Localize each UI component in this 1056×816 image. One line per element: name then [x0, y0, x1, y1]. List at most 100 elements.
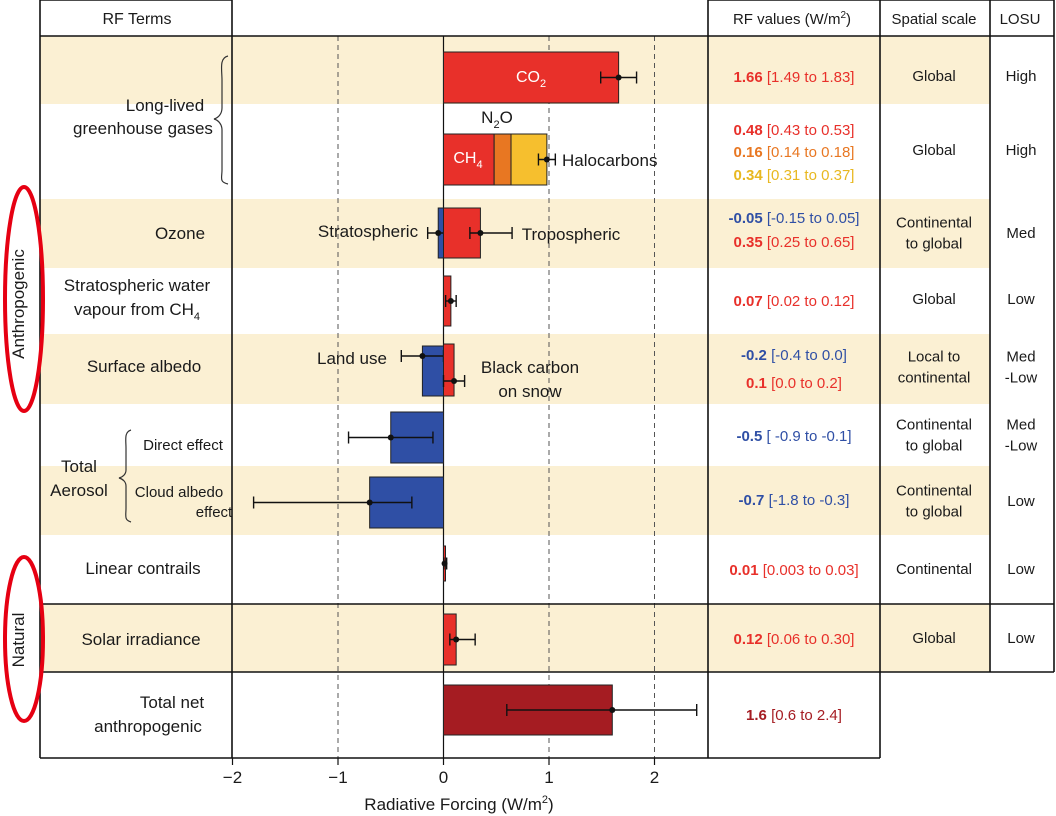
aerosol-label-line1: Total	[61, 457, 97, 476]
losu-value: Med	[1006, 349, 1035, 366]
row-label-direct-effect: Direct effect	[143, 437, 224, 454]
rf-value: 0.16 [0.14 to 0.18]	[734, 144, 855, 161]
losu-value: Low	[1007, 493, 1035, 510]
row-label-total-line1: Total net	[140, 693, 205, 712]
best-estimate-dot	[366, 499, 373, 506]
black-carbon-label-line1: Black carbon	[481, 358, 579, 377]
row-label-ozone: Ozone	[155, 224, 205, 243]
best-estimate-dot	[419, 353, 426, 359]
losu-value: High	[1006, 142, 1037, 159]
rf-value: 1.66 [1.49 to 1.83]	[734, 69, 855, 86]
bar-land-use	[421, 345, 444, 397]
losu-value: -Low	[1005, 438, 1038, 455]
tropospheric-ozone-label: Tropospheric	[522, 225, 621, 244]
best-estimate-dot	[615, 74, 622, 81]
bar-black-carbon-on-snow	[443, 343, 455, 397]
row-label-surface-albedo: Surface albedo	[87, 357, 201, 376]
rf-value: 0.35 [0.25 to 0.65]	[734, 234, 855, 251]
row-band	[40, 604, 990, 672]
row-band	[40, 466, 990, 535]
halocarbons-label: Halocarbons	[562, 151, 657, 170]
best-estimate-dot	[451, 378, 458, 384]
header-rf-values: RF values (W/m2)	[733, 10, 851, 28]
row-band	[40, 334, 990, 404]
spatial-scale-value: Continental	[896, 417, 972, 434]
rf-value: -0.2 [-0.4 to 0.0]	[741, 347, 847, 364]
black-carbon-label-line2: on snow	[498, 382, 562, 401]
chart-bars	[252, 51, 698, 736]
losu-column: High High Med Low Med -Low Med -Low Low Low Low	[1005, 68, 1038, 647]
spatial-scale-value: to global	[906, 504, 963, 521]
spatial-scale-value: Continental	[896, 561, 972, 578]
rf-value: 0.12 [0.06 to 0.30]	[734, 631, 855, 648]
x-axis: −2 −1 0 1 2	[223, 758, 659, 787]
rf-value: 0.34 [0.31 to 0.37]	[734, 167, 855, 184]
rf-value: 0.07 [0.02 to 0.12]	[734, 293, 855, 310]
header-spatial-scale: Spatial scale	[891, 11, 976, 28]
rf-value: -0.7 [-1.8 to -0.3]	[739, 492, 850, 509]
llghg-label-line2: greenhouse gases	[73, 119, 213, 138]
best-estimate-dot	[447, 298, 454, 304]
spatial-scale-value: to global	[906, 438, 963, 455]
natural-label: Natural	[9, 613, 28, 668]
spatial-scale-value: Global	[912, 142, 955, 159]
row-label-total-line2: anthropogenic	[94, 717, 202, 736]
x-axis-title: Radiative Forcing (W/m2)	[364, 794, 553, 814]
row-label-contrails: Linear contrails	[85, 559, 200, 578]
table-frame	[39, 0, 1055, 759]
aerosol-label-line2: Aerosol	[50, 481, 108, 500]
spatial-scale-value: Continental	[896, 483, 972, 500]
rf-value: 0.48 [0.43 to 0.53]	[734, 122, 855, 139]
row-label-strat-water-line1: Stratospheric water	[64, 276, 211, 295]
header-losu: LOSU	[1000, 11, 1041, 28]
row-label-solar: Solar irradiance	[81, 630, 200, 649]
rf-value: -0.05 [-0.15 to 0.05]	[729, 210, 860, 227]
rf-value: 1.6 [0.6 to 2.4]	[746, 707, 842, 724]
natural-highlight-ring	[3, 555, 45, 723]
losu-value: Low	[1007, 630, 1035, 647]
best-estimate-dot	[609, 707, 616, 713]
spatial-scale-value: continental	[898, 370, 971, 387]
spatial-scale-value: to global	[906, 236, 963, 253]
rf-values-column: 1.66 [1.49 to 1.83] 0.48 [0.43 to 0.53] 0.…	[729, 69, 860, 724]
co2-label: CO2	[516, 69, 546, 90]
n2o-label: N2O	[481, 108, 513, 131]
losu-value: -Low	[1005, 370, 1038, 387]
x-tick-label: −2	[223, 768, 242, 787]
row-label-strat-water-line2: vapour from CH4	[74, 300, 200, 323]
x-tick-label: 0	[439, 768, 448, 787]
rf-value: -0.5 [ -0.9 to -0.1]	[736, 428, 851, 445]
row-label-cloud-albedo-line2: effect	[196, 504, 233, 521]
anthropogenic-label: Anthropogenic	[9, 249, 28, 359]
best-estimate-dot	[435, 230, 442, 236]
x-tick-label: −1	[328, 768, 347, 787]
row-band	[40, 199, 990, 268]
best-estimate-dot	[441, 560, 448, 567]
losu-value: Low	[1007, 291, 1035, 308]
header-rf-terms: RF Terms	[102, 11, 171, 28]
row-bands	[40, 36, 990, 672]
llghg-brace	[213, 55, 229, 185]
ch4-label: CH4	[453, 150, 482, 171]
losu-value: Med	[1006, 225, 1035, 242]
land-use-label: Land use	[317, 349, 387, 368]
anthropogenic-highlight-ring	[3, 185, 45, 413]
losu-value: Med	[1006, 417, 1035, 434]
best-estimate-dot	[453, 636, 460, 643]
best-estimate-dot	[477, 230, 484, 236]
llghg-label-line1: Long-lived	[126, 96, 204, 115]
rf-value: 0.1 [0.0 to 0.2]	[746, 375, 842, 392]
bar-co2	[443, 51, 620, 104]
x-tick-label: 1	[544, 768, 553, 787]
row-labels: Ozone Stratospheric water vapour from CH…	[64, 224, 233, 736]
best-estimate-dot	[543, 156, 550, 163]
stratospheric-ozone-label: Stratospheric	[318, 222, 419, 241]
spatial-scale-value: Local to	[908, 349, 961, 366]
spatial-scale-column: Global Global Continental to global Global Lo…	[896, 68, 972, 647]
x-tick-label: 2	[650, 768, 659, 787]
aerosol-brace	[118, 429, 132, 523]
spatial-scale-value: Global	[912, 68, 955, 85]
row-label-cloud-albedo-line1: Cloud albedo	[135, 484, 223, 501]
rf-value: 0.01 [0.003 to 0.03]	[729, 562, 858, 579]
